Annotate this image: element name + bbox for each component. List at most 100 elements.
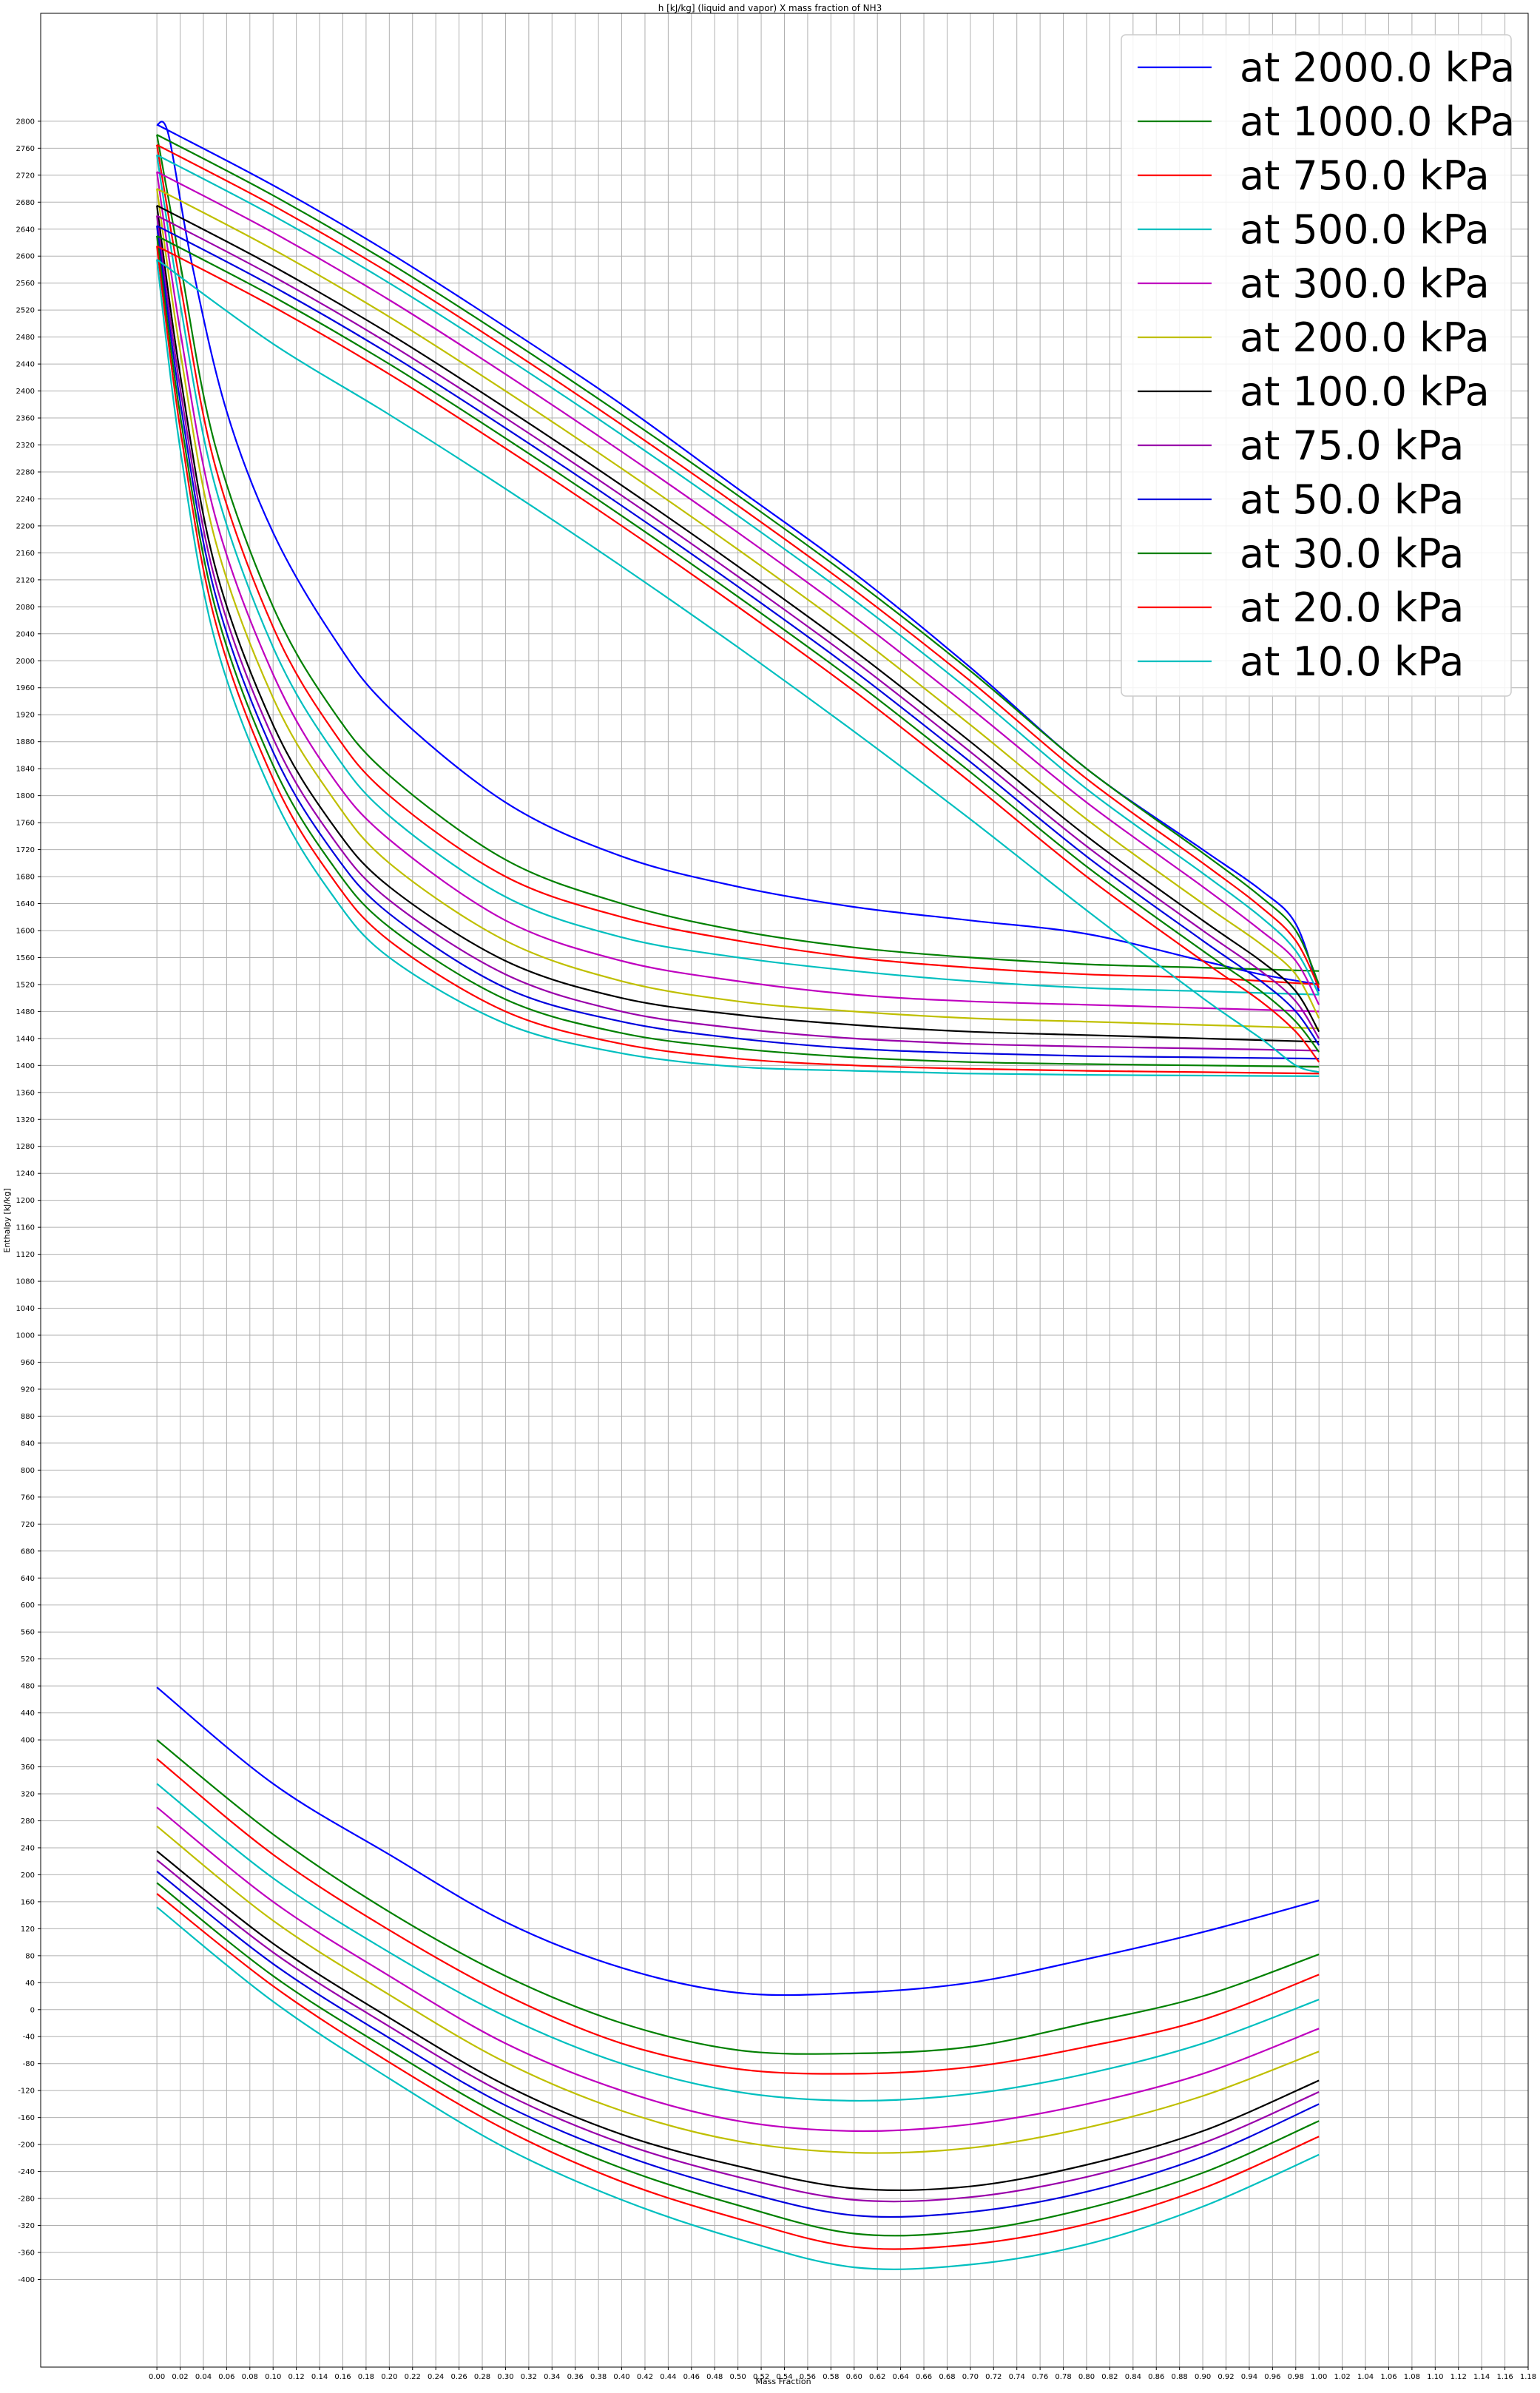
x-tick-label: 1.06 bbox=[1380, 2373, 1397, 2381]
y-tick-label: 2080 bbox=[16, 604, 35, 612]
series-line-750-0kpa-vapor-upper bbox=[156, 144, 1320, 988]
series-line-50-0kpa-vapor-lower bbox=[156, 226, 1320, 1060]
x-tick-label: 0.82 bbox=[1101, 2373, 1118, 2381]
x-tick-label: 0.98 bbox=[1288, 2373, 1304, 2381]
y-tick-label: 720 bbox=[21, 1521, 35, 1529]
y-tick-label: 2560 bbox=[16, 280, 35, 288]
series-line-750-0kpa-vapor-lower bbox=[156, 144, 1320, 985]
y-tick-label: 600 bbox=[21, 1601, 35, 1610]
series-line-750-0kpa-liquid bbox=[156, 1758, 1320, 2075]
x-tick-label: 0.64 bbox=[892, 2373, 908, 2381]
x-tick-label: 0.86 bbox=[1148, 2373, 1164, 2381]
y-tick-label: 1440 bbox=[16, 1035, 35, 1043]
y-tick-label: 160 bbox=[21, 1898, 35, 1906]
y-tick-label: 280 bbox=[21, 1817, 35, 1826]
y-tick-label: 1040 bbox=[16, 1305, 35, 1313]
y-tick-label: -120 bbox=[18, 2087, 35, 2096]
x-tick-label: 0.04 bbox=[195, 2373, 212, 2381]
series-line-30-0kpa-liquid bbox=[156, 1882, 1320, 2237]
legend: at 2000.0 kPa at 1000.0 kPa at 750.0 kPa at… bbox=[1121, 34, 1515, 697]
x-tick-label: 0.92 bbox=[1218, 2373, 1234, 2381]
y-tick-label: 1360 bbox=[16, 1089, 35, 1097]
y-tick-label: 2600 bbox=[16, 253, 35, 261]
x-tick-label: 0.78 bbox=[1055, 2373, 1071, 2381]
y-tick-label: 480 bbox=[21, 1683, 35, 1691]
x-tick-label: 1.04 bbox=[1357, 2373, 1374, 2381]
y-tick-label: 880 bbox=[21, 1413, 35, 1421]
x-tick-label: 0.26 bbox=[450, 2373, 467, 2381]
legend-label: at 10.0 kPa bbox=[1240, 638, 1464, 685]
series-line-2000-0kpa-vapor-upper bbox=[156, 124, 1320, 992]
x-tick-label: 0.88 bbox=[1172, 2373, 1188, 2381]
legend-label: at 300.0 kPa bbox=[1240, 260, 1490, 307]
x-tick-label: 0.80 bbox=[1078, 2373, 1095, 2381]
x-tick-label: 0.94 bbox=[1241, 2373, 1257, 2381]
y-tick-label: -200 bbox=[18, 2141, 35, 2150]
x-tick-label: 0.96 bbox=[1264, 2373, 1280, 2381]
legend-label: at 20.0 kPa bbox=[1240, 584, 1464, 631]
y-tick-label: 1160 bbox=[16, 1224, 35, 1232]
x-tick-label: 0.18 bbox=[358, 2373, 374, 2381]
y-tick-label: 360 bbox=[21, 1763, 35, 1772]
x-tick-label: 0.12 bbox=[288, 2373, 305, 2381]
legend-label: at 200.0 kPa bbox=[1240, 314, 1490, 361]
x-tick-label: 0.36 bbox=[567, 2373, 584, 2381]
y-tick-label: 1760 bbox=[16, 820, 35, 828]
legend-label: at 500.0 kPa bbox=[1240, 206, 1490, 253]
y-tick-label: 2160 bbox=[16, 550, 35, 558]
y-tick-label: 200 bbox=[21, 1871, 35, 1880]
y-tick-label: 1320 bbox=[16, 1116, 35, 1124]
y-tick-label: 1200 bbox=[16, 1197, 35, 1205]
x-tick-label: 0.16 bbox=[334, 2373, 351, 2381]
y-tick-label: 2120 bbox=[16, 576, 35, 584]
y-tick-label: 1960 bbox=[16, 684, 35, 692]
x-tick-label: 0.34 bbox=[544, 2373, 560, 2381]
legend-label: at 100.0 kPa bbox=[1240, 368, 1490, 415]
y-tick-label: 2280 bbox=[16, 468, 35, 476]
y-tick-label: 1280 bbox=[16, 1143, 35, 1151]
y-tick-label: -240 bbox=[18, 2168, 35, 2176]
y-tick-label: 1520 bbox=[16, 981, 35, 989]
series-line-75-0kpa-liquid bbox=[156, 1859, 1320, 2203]
y-tick-label: 2240 bbox=[16, 496, 35, 504]
legend-label: at 30.0 kPa bbox=[1240, 530, 1464, 577]
series-line-200-0kpa-liquid bbox=[156, 1825, 1320, 2154]
y-tick-label: 920 bbox=[21, 1385, 35, 1394]
x-tick-label: 0.90 bbox=[1195, 2373, 1211, 2381]
y-tick-label: 1880 bbox=[16, 738, 35, 746]
series-line-10-0kpa-vapor-lower bbox=[156, 259, 1320, 1077]
x-tick-label: 0.22 bbox=[405, 2373, 421, 2381]
y-tick-label: 1400 bbox=[16, 1062, 35, 1070]
series-line-500-0kpa-vapor-lower bbox=[156, 155, 1320, 996]
y-tick-label: 1080 bbox=[16, 1278, 35, 1286]
x-tick-label: 0.38 bbox=[590, 2373, 607, 2381]
series-line-75-0kpa-vapor-lower bbox=[156, 215, 1320, 1052]
y-tick-label: 1240 bbox=[16, 1170, 35, 1178]
x-tick-label: 0.68 bbox=[939, 2373, 955, 2381]
x-tick-label: 0.62 bbox=[869, 2373, 885, 2381]
y-tick-label: -160 bbox=[18, 2114, 35, 2122]
x-tick-label: 1.00 bbox=[1311, 2373, 1327, 2381]
legend-label: at 75.0 kPa bbox=[1240, 422, 1464, 469]
series-line-300-0kpa-vapor-upper bbox=[156, 171, 1320, 1005]
axes: 0.00 0.02 0.04 0.06 0.08 0.10 0.12 0.14 0.16 0.18… bbox=[16, 13, 1536, 2381]
x-tick-label: 0.32 bbox=[521, 2373, 537, 2381]
y-tick-label: 80 bbox=[25, 1952, 35, 1960]
x-axis-label: Mass Fraction bbox=[755, 2377, 811, 2386]
x-tick-label: 0.00 bbox=[149, 2373, 165, 2381]
y-tick-label: 1840 bbox=[16, 766, 35, 774]
y-tick-label: 2640 bbox=[16, 226, 35, 234]
y-tick-label: 2400 bbox=[16, 388, 35, 396]
x-tick-label: 0.10 bbox=[265, 2373, 281, 2381]
y-tick-label: 2720 bbox=[16, 172, 35, 180]
series-line-2000-0kpa-liquid bbox=[156, 1687, 1320, 1997]
x-tick-label: 1.08 bbox=[1404, 2373, 1420, 2381]
series-line-100-0kpa-vapor-upper bbox=[156, 204, 1320, 1033]
y-tick-label: 2520 bbox=[16, 307, 35, 315]
y-tick-label: 560 bbox=[21, 1629, 35, 1637]
plot-frame bbox=[40, 13, 1529, 2368]
x-tick-label: 0.58 bbox=[823, 2373, 839, 2381]
x-tick-label: 0.48 bbox=[706, 2373, 723, 2381]
